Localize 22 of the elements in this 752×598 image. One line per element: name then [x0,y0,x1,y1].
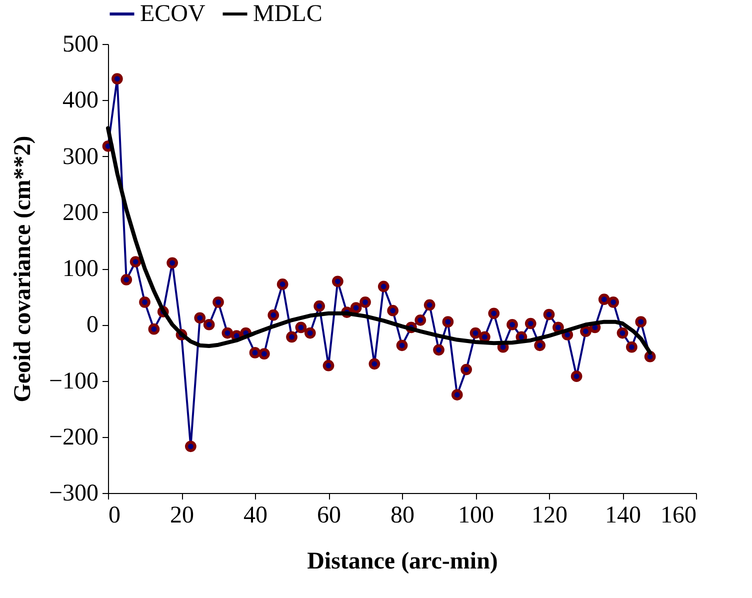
x-tick-label: 20 [170,502,194,528]
legend-label: ECOV [140,1,206,27]
x-tick-label: 60 [317,502,341,528]
y-tick-label: −300 [48,480,98,506]
legend-label: MDLC [253,1,322,27]
x-tick-label: 40 [244,502,268,528]
y-tick-label: −100 [48,368,98,394]
y-tick-label: 100 [62,256,98,282]
x-tick-label: 140 [605,502,641,528]
x-tick-label: 0 [108,502,120,528]
y-tick-label: 300 [62,144,98,170]
x-tick-label: 120 [532,502,568,528]
x-tick-label: 160 [660,502,696,528]
x-axis-title: Distance (arc-min) [307,548,498,574]
y-tick-label: 0 [86,312,98,338]
y-tick-label: 500 [62,32,98,58]
x-tick-label: 100 [458,502,494,528]
y-tick-label: −200 [48,424,98,450]
y-tick-label: 200 [62,200,98,226]
y-axis-title: Geoid covariance (cm**2) [10,136,36,402]
y-tick-label: 400 [62,88,98,114]
x-tick-label: 80 [390,502,414,528]
